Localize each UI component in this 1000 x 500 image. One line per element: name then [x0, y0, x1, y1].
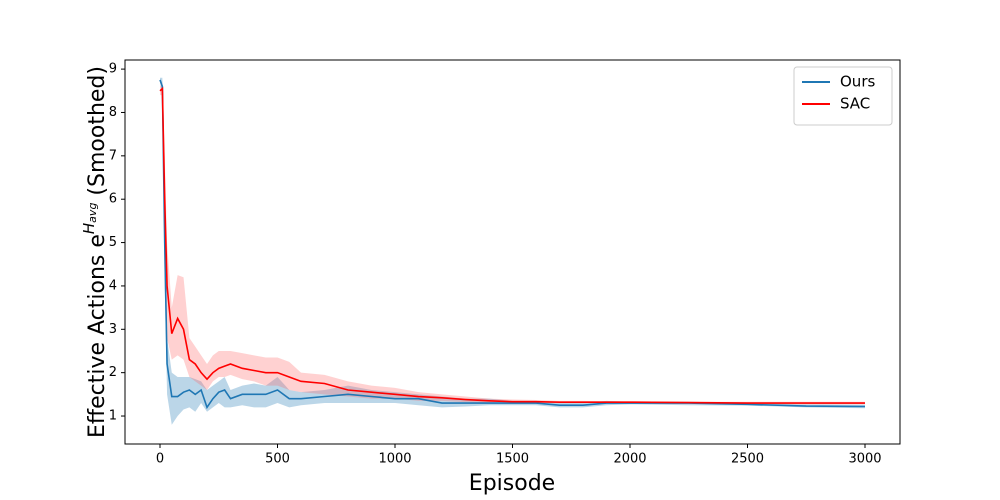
y-tick-label: 7	[109, 148, 117, 163]
line	[159, 79, 865, 410]
line	[159, 86, 865, 404]
y-axis-label: Effective Actions eHavg (Smoothed)	[80, 66, 111, 438]
y-label-part: (Smoothed)	[85, 66, 110, 203]
y-label-sub: avg	[86, 203, 99, 223]
x-tick-label: 500	[265, 452, 290, 467]
x-tick-label: 2500	[731, 452, 764, 467]
x-tick-label: 0	[156, 452, 164, 467]
y-tick-label: 1	[109, 409, 117, 424]
legend-label: Ours	[840, 73, 875, 91]
error-band	[160, 77, 865, 425]
y-label-part: Effective Actions e	[85, 234, 110, 438]
legend-label: SAC	[840, 95, 870, 113]
y-tick-label: 6	[109, 192, 117, 207]
y-tick-label: 8	[109, 105, 117, 120]
x-tick-label: 3000	[848, 452, 881, 467]
x-tick-label: 1000	[378, 452, 411, 467]
x-tick-label: 2000	[613, 452, 646, 467]
y-tick-label: 9	[109, 62, 117, 77]
y-label-sup: H	[80, 223, 98, 234]
y-tick-label: 5	[109, 235, 117, 250]
x-tick-label: 1500	[496, 452, 529, 467]
y-tick-label: 4	[109, 278, 117, 293]
y-tick-label: 3	[109, 322, 117, 337]
y-tick-label: 2	[109, 365, 117, 380]
error-band	[160, 82, 865, 405]
plot-frame	[124, 59, 901, 445]
x-axis-label: Episode	[469, 471, 555, 496]
